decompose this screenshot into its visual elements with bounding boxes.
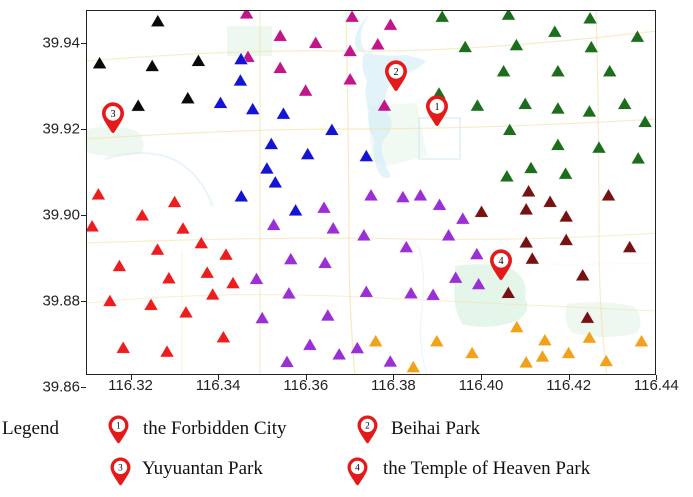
- svg-text:1: 1: [434, 101, 439, 112]
- svg-text:4: 4: [498, 256, 503, 267]
- svg-text:2: 2: [365, 422, 370, 432]
- svg-text:3: 3: [118, 464, 123, 474]
- svg-text:1: 1: [116, 422, 121, 432]
- svg-text:4: 4: [355, 464, 360, 474]
- svg-text:2: 2: [393, 67, 398, 78]
- svg-text:3: 3: [111, 109, 116, 120]
